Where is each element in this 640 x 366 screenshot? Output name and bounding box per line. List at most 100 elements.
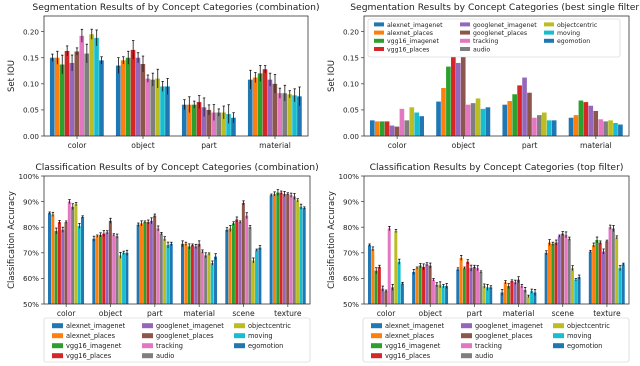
bar (200, 251, 204, 304)
bar (74, 51, 80, 137)
bar (251, 260, 255, 304)
bar (214, 256, 218, 304)
bar (435, 284, 439, 304)
x-tick-label: texture (274, 309, 302, 318)
legend-label: vgg16_places (385, 352, 431, 360)
bar (611, 228, 615, 304)
bar (248, 227, 252, 304)
bar (482, 286, 486, 304)
bar (69, 62, 75, 136)
x-tick-label: part (522, 141, 538, 150)
bar (517, 85, 522, 136)
bar (379, 121, 385, 136)
legend-swatch (52, 343, 63, 349)
bar (605, 241, 609, 304)
x-tick-label: material (580, 141, 612, 150)
bar (578, 100, 584, 136)
bar (561, 233, 565, 304)
y-tick-label: 50% (23, 300, 39, 309)
legend-label: vgg16_imagenet (66, 342, 122, 350)
bar (414, 112, 420, 136)
legend-label: vgg16_places (387, 46, 429, 53)
bar (598, 242, 602, 304)
bar (551, 120, 557, 136)
legend-label: audio (473, 46, 490, 53)
bar (235, 219, 239, 304)
bar (216, 112, 221, 136)
bar (425, 264, 429, 304)
bar (415, 268, 419, 304)
bar (252, 77, 258, 136)
bar (130, 49, 136, 137)
bar (551, 243, 555, 304)
bar (532, 117, 537, 136)
bar (98, 234, 102, 304)
legend-label: alexnet_imagenet (387, 22, 443, 29)
legend-swatch (52, 333, 63, 339)
legend-swatch (234, 323, 245, 329)
bar (57, 222, 61, 304)
bar (592, 245, 596, 304)
bar (79, 35, 85, 136)
bar (71, 206, 75, 304)
bar (507, 101, 513, 136)
bar (197, 243, 201, 304)
legend-swatch (461, 323, 472, 329)
bar (149, 220, 153, 304)
x-tick-label: material (183, 309, 215, 318)
bar (466, 261, 470, 304)
bar (520, 286, 524, 304)
legend-swatch (52, 353, 63, 359)
bar (292, 196, 296, 304)
legend-box (362, 317, 630, 363)
bar (267, 79, 273, 136)
legend-swatch (460, 22, 470, 27)
bar (184, 243, 188, 304)
bar (196, 102, 202, 136)
bar (201, 107, 207, 136)
bar (601, 251, 605, 304)
bar (391, 287, 395, 304)
x-tick-label: color (377, 309, 397, 318)
bar (608, 227, 612, 304)
bar (441, 88, 446, 136)
legend-swatch (544, 30, 554, 35)
bar (387, 228, 391, 304)
bar (156, 228, 160, 304)
bar (89, 34, 94, 137)
bar (245, 215, 249, 304)
bar (194, 246, 198, 304)
plot-frame (363, 175, 630, 305)
x-tick-label: material (259, 141, 291, 150)
bar (255, 250, 259, 304)
legend-swatch (371, 343, 382, 349)
legend-swatch (460, 30, 470, 35)
bar (377, 266, 381, 304)
bar (165, 86, 170, 136)
legend-inset: alexnet_imagenetalexnet_placesvgg16_imag… (367, 18, 621, 58)
legend-swatch (374, 38, 384, 43)
y-tick-label: 0.10 (343, 80, 359, 89)
bar (409, 107, 415, 136)
bar (186, 104, 192, 136)
legend-label: audio (475, 352, 493, 360)
legend-label: googlenet_places (475, 332, 533, 340)
y-tick-label: 90% (343, 197, 359, 206)
legend-swatch (371, 353, 382, 359)
bar (67, 201, 71, 304)
bar (210, 263, 214, 304)
legend-swatch (371, 323, 382, 329)
bar (59, 64, 65, 136)
x-tick-label: part (467, 309, 483, 318)
bar (299, 206, 303, 304)
bar (381, 288, 385, 304)
legend-label: googlenet_imagenet (473, 22, 537, 29)
bar (541, 112, 547, 136)
bar (533, 292, 537, 304)
bar (564, 234, 568, 304)
bar (384, 291, 388, 304)
bar (608, 120, 613, 136)
bar (279, 192, 283, 304)
bar (282, 193, 286, 304)
bar (159, 233, 163, 304)
